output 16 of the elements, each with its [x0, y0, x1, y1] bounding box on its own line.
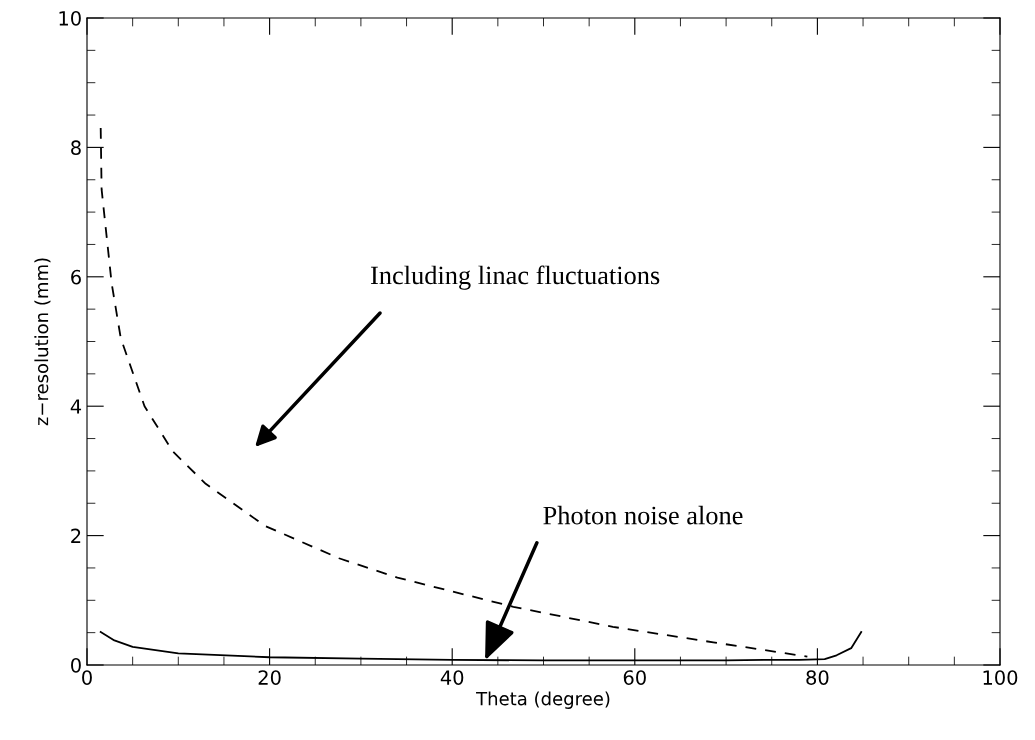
- x-tick-label: 60: [623, 670, 646, 685]
- annotation: Including linac fluctuations: [370, 265, 660, 290]
- y-tick-label: 4: [70, 399, 82, 414]
- y-tick-label: 6: [71, 269, 81, 285]
- x-tick-label: 100: [983, 670, 1018, 685]
- y-axis-title: z−resolution (mm): [34, 258, 51, 426]
- y-tick-label: 8: [71, 140, 81, 156]
- y-tick-label: 2: [71, 528, 81, 543]
- x-tick-label: 40: [440, 670, 464, 685]
- x-tick-label: 80: [806, 670, 829, 685]
- annotation: Photon noise alone: [543, 505, 743, 525]
- x-tick-label: 0: [82, 670, 92, 685]
- x-tick-label: 20: [258, 670, 281, 685]
- x-axis-title: Theta (degree): [476, 691, 610, 709]
- y-tick-label: 0: [71, 657, 81, 673]
- y-tick-label: 10: [59, 10, 81, 26]
